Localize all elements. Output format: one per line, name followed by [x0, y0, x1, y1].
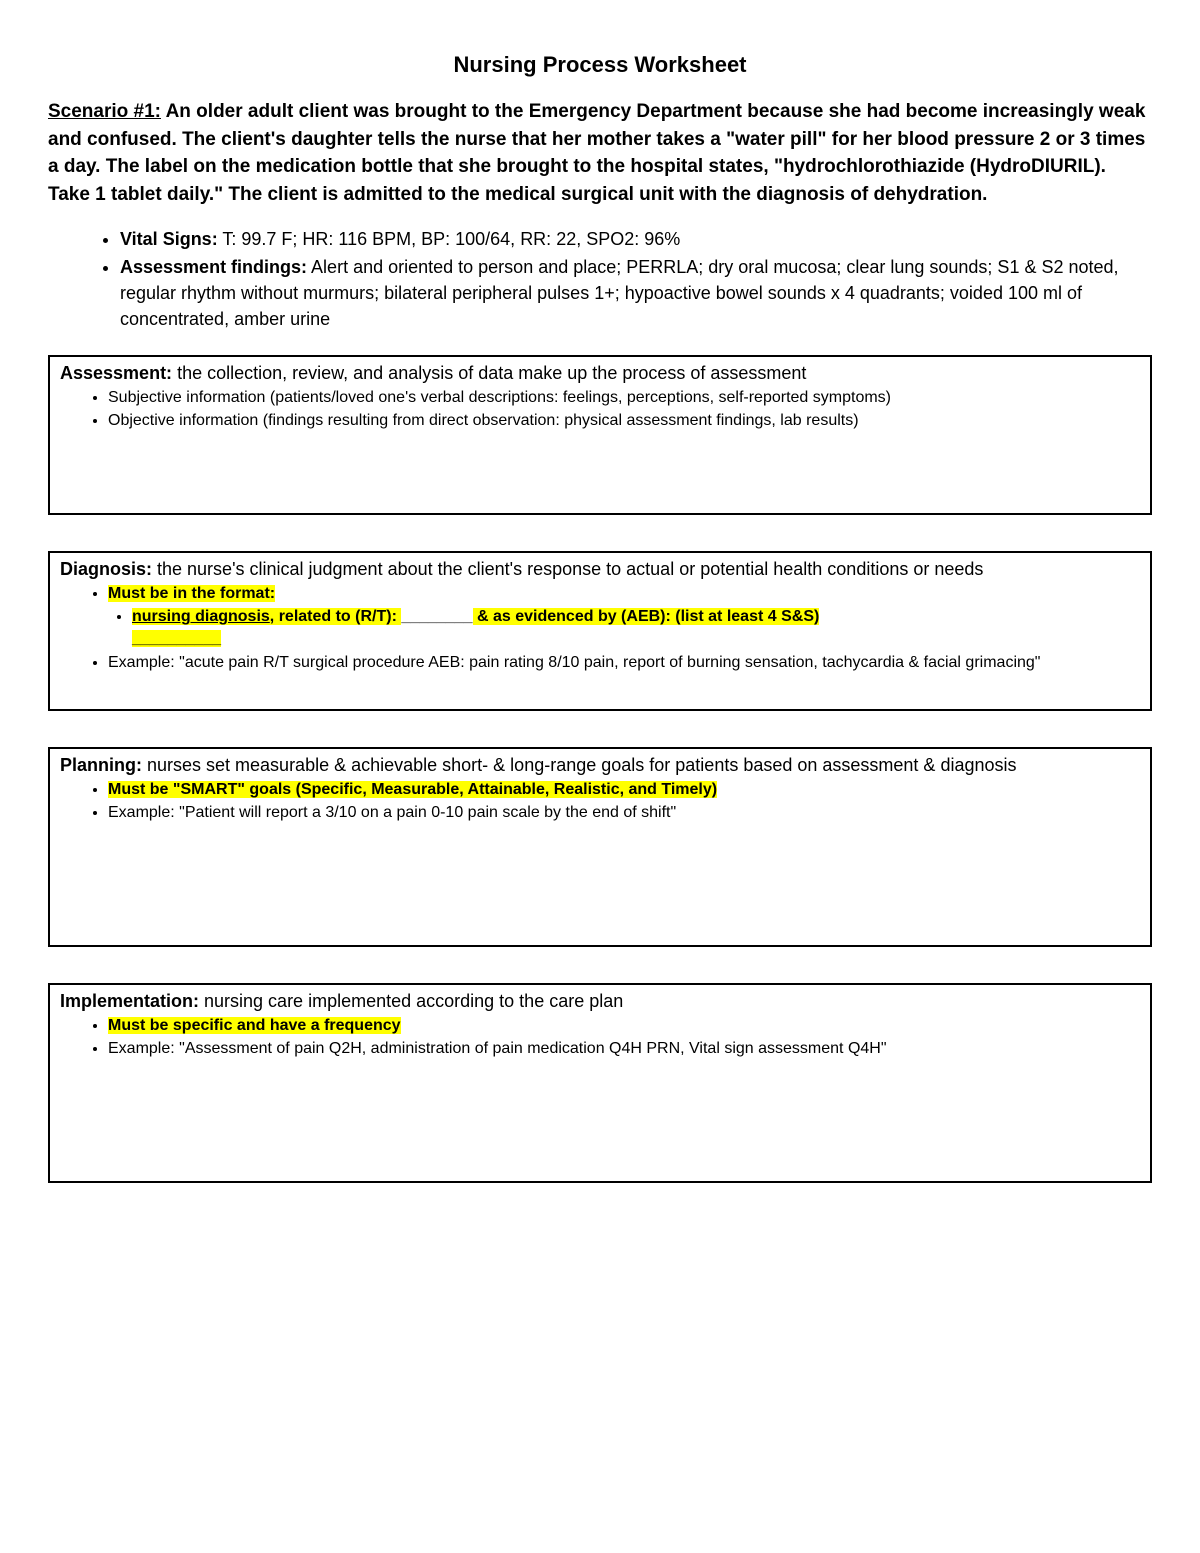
planning-header: Planning: nurses set measurable & achiev… — [60, 753, 1140, 777]
assessment-bullets: Subjective information (patients/loved o… — [108, 387, 1140, 432]
implementation-header: Implementation: nursing care implemented… — [60, 989, 1140, 1013]
worksheet-page: Nursing Process Worksheet Scenario #1: A… — [0, 0, 1200, 1553]
assessment-box: Assessment: the collection, review, and … — [48, 355, 1152, 515]
assessment-b1: Subjective information (patients/loved o… — [108, 387, 1140, 409]
implementation-text: nursing care implemented according to th… — [199, 991, 623, 1011]
diagnosis-box: Diagnosis: the nurse's clinical judgment… — [48, 551, 1152, 711]
diagnosis-example: Example: "acute pain R/T surgical proced… — [108, 652, 1140, 674]
assessment-header: Assessment: the collection, review, and … — [60, 361, 1140, 385]
diagnosis-hl1: Must be in the format: — [108, 583, 1140, 605]
vital-signs-label: Vital Signs: — [120, 229, 218, 249]
planning-example: Example: "Patient will report a 3/10 on … — [108, 802, 1140, 824]
vital-signs-item: Vital Signs: T: 99.7 F; HR: 116 BPM, BP:… — [120, 226, 1152, 252]
diagnosis-example-list: Example: "acute pain R/T surgical proced… — [108, 652, 1140, 674]
diagnosis-format-line: nursing diagnosis, related to (R/T): ___… — [132, 606, 1140, 649]
diagnosis-sub-bullets: nursing diagnosis, related to (R/T): ___… — [132, 606, 1140, 649]
assessment-findings-label: Assessment findings: — [120, 257, 307, 277]
implementation-box: Implementation: nursing care implemented… — [48, 983, 1152, 1183]
diagnosis-bullets: Must be in the format: — [108, 583, 1140, 605]
scenario-label: Scenario #1: — [48, 101, 161, 122]
diag-trail: __________ — [132, 630, 221, 647]
scenario-block: Scenario #1: An older adult client was b… — [48, 98, 1152, 208]
implementation-label: Implementation: — [60, 991, 199, 1011]
assessment-b2: Objective information (findings resultin… — [108, 410, 1140, 432]
diag-r2: & as evidenced by (AEB): (list at least … — [473, 608, 820, 625]
diagnosis-label: Diagnosis: — [60, 559, 152, 579]
implementation-example: Example: "Assessment of pain Q2H, admini… — [108, 1038, 1140, 1060]
diag-r1: , related to (R/T): — [270, 608, 402, 625]
assessment-text: the collection, review, and analysis of … — [172, 363, 806, 383]
page-title: Nursing Process Worksheet — [48, 52, 1152, 78]
implementation-bullets: Must be specific and have a frequency Ex… — [108, 1015, 1140, 1060]
planning-box: Planning: nurses set measurable & achiev… — [48, 747, 1152, 947]
diag-underline: nursing diagnosis — [132, 608, 270, 625]
top-bullets: Vital Signs: T: 99.7 F; HR: 116 BPM, BP:… — [120, 226, 1152, 332]
vital-signs-text: T: 99.7 F; HR: 116 BPM, BP: 100/64, RR: … — [218, 229, 681, 249]
planning-hl1: Must be "SMART" goals (Specific, Measura… — [108, 779, 1140, 801]
assessment-label: Assessment: — [60, 363, 172, 383]
scenario-text: An older adult client was brought to the… — [48, 101, 1145, 205]
planning-bullets: Must be "SMART" goals (Specific, Measura… — [108, 779, 1140, 824]
implementation-hl1: Must be specific and have a frequency — [108, 1015, 1140, 1037]
diagnosis-text: the nurse's clinical judgment about the … — [152, 559, 983, 579]
diagnosis-header: Diagnosis: the nurse's clinical judgment… — [60, 557, 1140, 581]
planning-text: nurses set measurable & achievable short… — [142, 755, 1017, 775]
diag-blank: ________ — [401, 608, 472, 625]
assessment-findings-item: Assessment findings: Alert and oriented … — [120, 254, 1152, 332]
planning-label: Planning: — [60, 755, 142, 775]
